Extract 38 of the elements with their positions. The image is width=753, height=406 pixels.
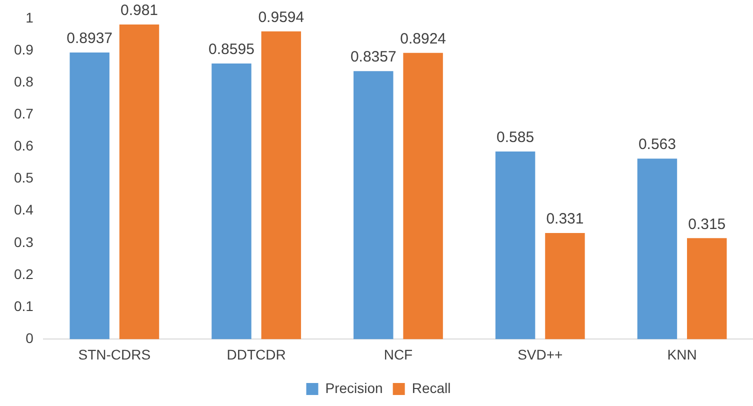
data-label: 0.315 (688, 216, 726, 233)
data-label: 0.331 (546, 210, 584, 228)
data-label: 0.8924 (400, 30, 446, 48)
legend-label: Precision (325, 380, 383, 396)
y-tick-label: 0 (26, 330, 34, 346)
data-label: 0.9594 (258, 9, 304, 26)
y-tick-label: 0.9 (14, 41, 34, 58)
y-tick-label: 0.7 (14, 106, 34, 122)
x-tick-label: KNN (667, 346, 697, 362)
bar (545, 233, 585, 340)
bar (261, 31, 302, 340)
bar (354, 71, 394, 340)
bar (687, 238, 727, 340)
y-tick-label: 0.4 (14, 202, 34, 218)
x-tick-label: NCF (384, 346, 413, 362)
x-tick-label: SVD++ (518, 346, 563, 362)
y-tick-label: 1 (26, 9, 34, 26)
y-tick-label: 0.6 (14, 138, 34, 154)
y-tick-label: 0.3 (14, 234, 34, 250)
x-tick-label: DDTCDR (226, 346, 286, 362)
x-tick-label: STN-CDRS (78, 346, 151, 362)
data-label: 0.585 (496, 129, 534, 146)
legend-label: Recall (412, 380, 451, 396)
data-label: 0.981 (120, 2, 158, 20)
data-label: 0.8937 (66, 30, 113, 48)
y-tick-label: 0.8 (14, 73, 34, 90)
bar (212, 63, 252, 340)
data-label: 0.8595 (208, 41, 254, 58)
y-tick-label: 0.5 (14, 170, 34, 186)
bar (119, 24, 160, 340)
data-label: 0.563 (638, 136, 676, 154)
bar (70, 52, 110, 340)
bar (403, 52, 443, 340)
y-tick-label: 0.1 (14, 298, 34, 314)
data-label: 0.8357 (350, 48, 396, 66)
bar (637, 158, 678, 340)
y-tick-label: 0.2 (14, 266, 34, 282)
bar (495, 152, 536, 340)
